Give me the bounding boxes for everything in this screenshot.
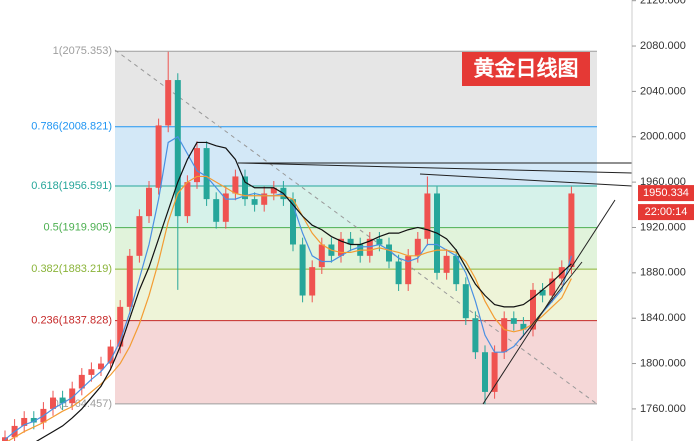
title-box <box>462 52 590 86</box>
y-tick-label: 2120.000 <box>640 0 686 7</box>
candle-body <box>174 80 181 217</box>
candle-body <box>136 216 143 256</box>
candle-body <box>203 148 210 200</box>
candle-body <box>405 255 412 285</box>
candle-body <box>299 244 306 296</box>
candle-body <box>155 125 162 188</box>
fib-label: 0.618(1956.591) <box>31 180 112 192</box>
candle-body <box>213 199 220 222</box>
candle-body <box>251 199 258 205</box>
trend-line <box>419 173 633 187</box>
trend-lines <box>238 162 633 405</box>
ma-line <box>7 175 572 441</box>
candle-body <box>414 238 421 256</box>
candle-body <box>126 255 133 307</box>
y-tick-label: 1800.000 <box>640 357 686 369</box>
candle-body <box>146 187 152 217</box>
fib-zone <box>115 185 597 228</box>
y-tick-label: 1760.000 <box>640 403 686 415</box>
candle-body <box>184 182 191 217</box>
candle-body <box>232 176 239 194</box>
candle-body <box>318 244 325 268</box>
y-tick-label: 1920.000 <box>640 221 686 233</box>
candle-body <box>261 193 268 205</box>
y-axis-ticks: 2120.000 2080.000 2040.000 2000.000 1960.000… <box>632 0 694 415</box>
candle-body <box>376 238 383 245</box>
candle-body <box>539 289 546 296</box>
fib-zone <box>115 269 597 321</box>
fib-label: 0.236(1837.828) <box>31 315 112 327</box>
y-tick-label: 1880.000 <box>640 267 686 279</box>
candle-body <box>462 284 469 319</box>
trend-line <box>482 199 616 405</box>
fib-label: 0.786(2008.821) <box>31 121 112 133</box>
y-tick-label: 2000.000 <box>640 131 686 143</box>
candle-body <box>395 261 402 285</box>
candle-body <box>520 323 527 330</box>
candle-body <box>290 199 296 245</box>
ma-line <box>35 141 572 441</box>
candle-body <box>88 369 95 375</box>
candle-body <box>309 267 316 296</box>
candle-body <box>59 397 66 404</box>
y-tick-label: 2040.000 <box>640 85 686 97</box>
countdown-box <box>638 204 694 221</box>
candle-body <box>482 352 488 392</box>
candle-body <box>443 255 450 273</box>
fib-label: 1(2075.353) <box>53 45 112 57</box>
candle-body <box>510 318 517 324</box>
candle-body <box>78 374 85 389</box>
candle-body <box>270 187 277 194</box>
candle-body <box>501 318 508 353</box>
y-tick-label: 1840.000 <box>640 312 686 324</box>
candle-body <box>491 352 498 392</box>
candle-body <box>424 193 431 239</box>
candle-body <box>568 193 575 268</box>
candle-body <box>30 417 37 423</box>
y-tick-label: 1960.000 <box>640 176 686 188</box>
candle-body <box>194 148 200 183</box>
chart-title: 黄金日线图 <box>474 57 579 81</box>
fib-zone <box>115 320 597 404</box>
candle-body <box>21 417 28 426</box>
candle-body <box>472 318 479 353</box>
candle-body <box>347 238 354 245</box>
countdown-label: 22:00:14 <box>645 206 688 218</box>
candle-body <box>117 306 124 347</box>
candle-body <box>165 80 172 126</box>
candle-body <box>530 289 536 330</box>
y-tick-label: 2080.000 <box>640 40 686 52</box>
candle-body <box>107 346 114 364</box>
y-axis-area <box>632 0 700 441</box>
candle-body <box>242 176 248 200</box>
candle-body <box>549 278 556 296</box>
trend-line <box>239 162 633 174</box>
fib-trend-line <box>114 49 598 405</box>
fib-label: 0.382(1883.219) <box>31 263 112 275</box>
last-price-label: 1950.334 <box>643 187 689 199</box>
candle-body <box>98 363 104 370</box>
candle-body <box>453 255 460 285</box>
fib-label: 0.5(1919.905) <box>44 221 113 233</box>
fib-zones: 1(2075.353) 0.786(2008.821) 0.618(1956.591… <box>31 45 597 410</box>
plot <box>2 51 575 441</box>
candle-body <box>222 193 229 222</box>
candle-body <box>338 238 344 256</box>
last-price-box <box>638 185 694 202</box>
candle-body <box>386 244 392 262</box>
candle-body <box>69 388 76 404</box>
candle-body <box>50 397 56 409</box>
trend-line <box>519 261 583 341</box>
